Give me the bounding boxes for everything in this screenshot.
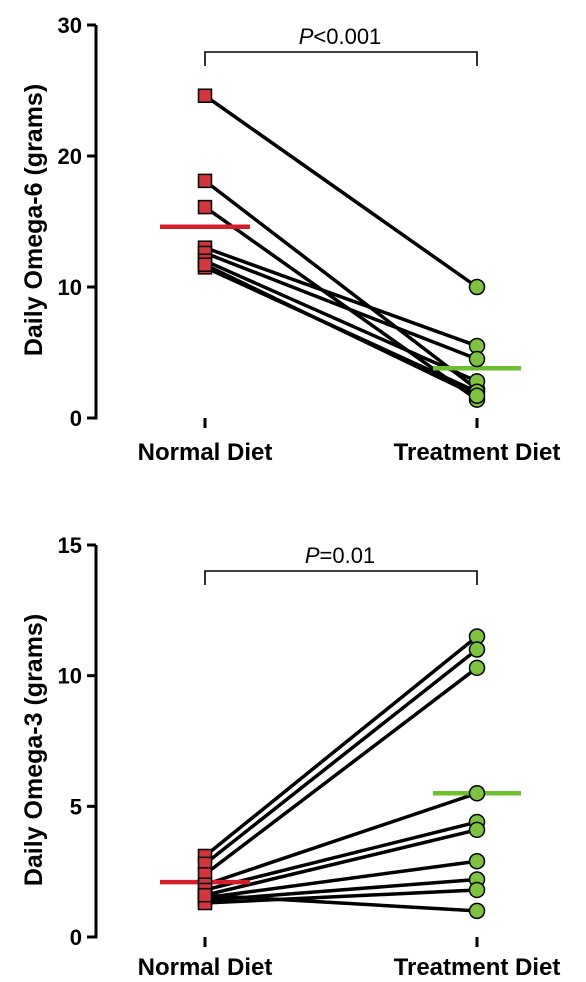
point-treatment-diet <box>468 881 486 899</box>
pair-line <box>203 666 479 876</box>
pair-line <box>204 859 478 900</box>
y-tick-label: 5 <box>70 794 82 819</box>
significance-bracket: P<0.001 <box>204 24 478 66</box>
y-tick-label: 30 <box>58 13 82 38</box>
y-tick-label: 15 <box>58 533 82 558</box>
point-treatment-diet <box>468 852 486 870</box>
pair-line <box>203 635 479 858</box>
paired-lines <box>203 635 479 913</box>
y-axis: 0 10 20 30 <box>58 13 479 431</box>
point-normal-diet <box>197 887 213 903</box>
x-category-treatment-diet: Treatment Diet <box>394 954 561 981</box>
point-normal-diet <box>197 173 213 189</box>
pair-line <box>204 251 478 361</box>
y-tick-label: 10 <box>58 275 82 300</box>
point-treatment-diet <box>468 278 486 296</box>
p-value-label: P=0.01 <box>305 543 375 568</box>
point-treatment-diet <box>468 785 486 802</box>
p-symbol: P <box>305 543 320 568</box>
point-normal-diet <box>197 199 213 215</box>
point-normal-diet <box>197 88 213 103</box>
point-normal-diet <box>197 257 213 272</box>
data-points <box>197 628 486 920</box>
p-value-label: P<0.001 <box>299 24 382 49</box>
point-treatment-diet <box>468 821 486 839</box>
pair-line <box>204 820 478 892</box>
y-tick-label: 0 <box>70 925 82 950</box>
pair-line <box>203 94 479 289</box>
y-axis: 0 5 10 15 <box>58 533 479 950</box>
point-treatment-diet <box>468 641 486 658</box>
pair-line <box>203 648 479 866</box>
pair-line <box>204 263 478 398</box>
y-tick-label: 10 <box>58 664 82 689</box>
point-treatment-diet <box>468 659 486 677</box>
point-treatment-diet <box>468 902 486 920</box>
panel-omega-6: Daily Omega-6 (grams) 0 10 20 30 P<0.001 No… <box>20 13 560 466</box>
x-category-treatment-diet: Treatment Diet <box>394 439 561 466</box>
y-axis-title: Daily Omega-6 (grams) <box>20 84 48 356</box>
p-value-text: <0.001 <box>313 24 381 49</box>
group-means <box>160 224 521 371</box>
pair-line <box>204 893 478 913</box>
y-tick-label: 0 <box>70 406 82 431</box>
panel-omega-3: Daily Omega-3 (grams) 0 5 10 15 P=0.01 Norm… <box>20 533 560 981</box>
bracket-line <box>204 570 478 585</box>
p-symbol: P <box>299 24 314 49</box>
y-axis-title: Daily Omega-3 (grams) <box>20 614 48 886</box>
point-treatment-diet <box>468 350 486 368</box>
bracket-line <box>204 51 478 66</box>
y-tick-label: 20 <box>58 144 82 169</box>
pair-line <box>203 205 479 402</box>
x-category-normal-diet: Normal Diet <box>138 954 273 981</box>
x-category-normal-diet: Normal Diet <box>138 439 273 466</box>
pair-line <box>204 791 478 887</box>
data-points <box>197 88 486 408</box>
point-treatment-diet <box>468 387 486 404</box>
significance-bracket: P=0.01 <box>204 543 478 585</box>
pair-line <box>204 259 478 383</box>
pair-line <box>204 246 478 348</box>
pair-line <box>204 828 478 897</box>
paired-lines <box>203 94 479 402</box>
p-value-text: =0.01 <box>320 543 376 568</box>
pair-line <box>203 179 479 391</box>
pair-line <box>204 888 478 905</box>
